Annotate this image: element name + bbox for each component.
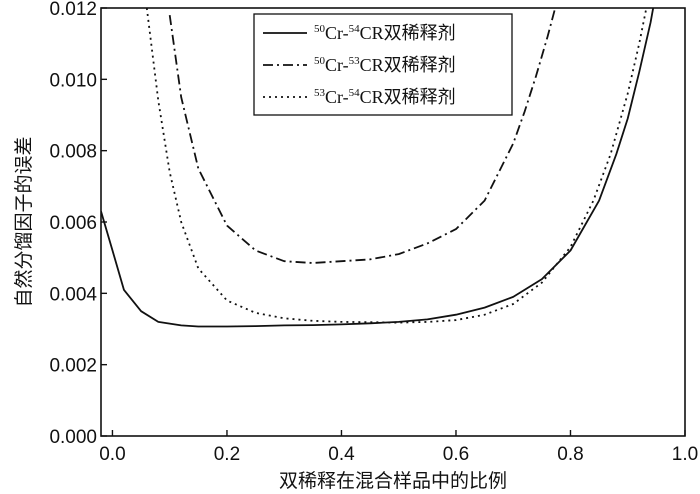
legend-label-part: 50 (314, 55, 326, 67)
y-tick-label: 0.010 (49, 70, 97, 91)
series-layer (101, 8, 655, 328)
series-line-1 (101, 8, 655, 328)
legend-label-part: 54 (349, 87, 361, 99)
legend-label-part: CR双稀释剂 (360, 55, 456, 75)
x-tick-label: 0.0 (99, 444, 125, 465)
x-axis-title: 双稀释在混合样品中的比例 (279, 470, 507, 492)
y-tick-label: 0.008 (49, 142, 97, 163)
y-tick-label: 0.012 (49, 0, 97, 20)
legend-label-part: CR双稀释剂 (360, 87, 456, 107)
legend-label-part: Cr- (325, 87, 349, 107)
x-tick-label: 0.8 (557, 444, 583, 465)
legend-label-part: Cr- (325, 23, 349, 43)
y-tick-label: 0.002 (49, 356, 97, 377)
legend-label-1: 50Cr-54CR双稀释剂 (314, 23, 456, 43)
y-axis-title: 自然分馏因子的误差 (13, 136, 35, 307)
series-line-3 (145, 8, 648, 324)
legend-label-part: 53 (349, 55, 361, 67)
legend-label-3: 53Cr-54CR双稀释剂 (314, 87, 456, 107)
x-tick-label: 0.2 (214, 444, 240, 465)
x-tick-label: 0.6 (443, 444, 469, 465)
legend-label-part: 53 (314, 87, 326, 99)
legend-label-part: 50 (314, 23, 326, 35)
y-tick-label: 0.000 (49, 427, 97, 448)
x-tick-label: 0.4 (328, 444, 355, 465)
series-line-2 (168, 8, 557, 264)
y-tick-label: 0.004 (49, 284, 97, 305)
legend-label-part: Cr- (325, 55, 349, 75)
legend-label-2: 50Cr-53CR双稀释剂 (314, 55, 456, 75)
legend-label-part: 54 (349, 23, 361, 35)
y-tick-label: 0.006 (49, 213, 97, 234)
axis-ticks: 0.0 0.2 0.4 0.6 0.8 1.0 0.000 0.002 0.004 0.006 0.… (49, 0, 698, 465)
x-tick-label: 1.0 (672, 444, 698, 465)
legend-label-part: CR双稀释剂 (360, 23, 456, 43)
